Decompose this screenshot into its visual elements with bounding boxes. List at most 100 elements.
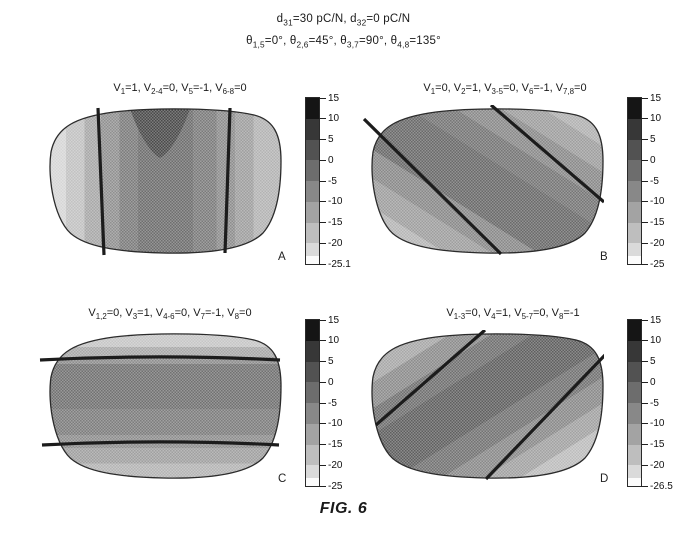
- colorbar-band: [628, 222, 641, 244]
- colorbar-tick: -10: [641, 196, 664, 208]
- tick-label: -15: [328, 217, 343, 228]
- tick-label: 15: [328, 92, 340, 104]
- tick-label: 5: [328, 356, 334, 367]
- tick-label: 0: [328, 154, 334, 166]
- colorbar-band: [628, 255, 641, 264]
- colorbar-tick: -10: [319, 196, 342, 208]
- colorbar-tick: -15: [319, 439, 342, 451]
- lens-outline: [371, 108, 604, 254]
- tick-mark: [319, 139, 326, 140]
- colorbar-tick: -26.5: [641, 480, 673, 492]
- colorbar-tick: -15: [641, 217, 664, 229]
- tick-mark: [319, 464, 326, 466]
- tick-mark: [319, 242, 326, 244]
- colorbar-tick: 5: [319, 134, 334, 146]
- colorbar-band: [306, 181, 319, 202]
- tick-label: -25: [328, 480, 343, 492]
- colorbar-band: [628, 98, 641, 119]
- tick-label: -5: [328, 397, 337, 409]
- colorbar-scale-a: [305, 97, 320, 265]
- plot-title-b: V1=0, V2=1, V3-5=0, V6=-1, V7,8=0: [423, 82, 587, 97]
- tick-mark: [641, 340, 648, 342]
- colorbar-band: [306, 361, 319, 383]
- colorbar-band: [628, 160, 641, 181]
- colorbar-band: [306, 160, 319, 181]
- colorbar-band: [628, 139, 641, 161]
- tick-label: 0: [650, 154, 656, 166]
- colorbar-tick: -10: [319, 418, 342, 430]
- colorbar-band: [628, 382, 641, 403]
- tick-label: -5: [328, 175, 337, 187]
- colorbar-tick: 0: [641, 154, 656, 166]
- tick-label: -5: [650, 397, 659, 409]
- colorbar-tick: 10: [319, 335, 339, 347]
- colorbar-ticks-a: 15 10 5 0 -5 -10 -15 -20 -25.1: [319, 93, 375, 270]
- colorbar-tick: 15: [641, 92, 661, 104]
- tick-mark: [319, 319, 326, 321]
- colorbar-band: [306, 243, 319, 256]
- tick-label: -10: [650, 196, 665, 208]
- plot-panel-c: V1,2=0, V3=1, V4-6=0, V7=-1, V8=0 C: [35, 294, 380, 506]
- tick-label: 5: [650, 134, 656, 145]
- electrode-line-2: [223, 107, 232, 254]
- colorbar-band: [306, 423, 319, 445]
- colorbar-tick: -5: [319, 397, 337, 409]
- tick-mark: [641, 263, 648, 265]
- panel-letter-c: C: [278, 473, 287, 485]
- colorbar-a: 15 10 5 0 -5 -10 -15 -20 -25.1: [305, 93, 377, 270]
- colorbar-tick: -15: [641, 439, 664, 451]
- colorbar-band: [628, 444, 641, 466]
- tick-mark: [641, 361, 648, 362]
- colorbar-tick: 5: [641, 134, 656, 146]
- plot-title-a: V1=1, V2-4=0, V5=-1, V6-8=0: [113, 82, 247, 97]
- tick-label: -15: [328, 439, 343, 450]
- colorbar-tick: -20: [641, 237, 664, 249]
- tick-mark: [319, 118, 326, 120]
- tick-mark: [319, 201, 326, 203]
- colorbar-band: [306, 222, 319, 244]
- colorbar-tick: -10: [641, 418, 664, 430]
- colorbar-tick: 10: [641, 113, 661, 125]
- lens-contour-d: [371, 330, 604, 481]
- colorbar-band: [628, 201, 641, 223]
- plot-panel-d: V1-3=0, V4=1, V5-7=0, V8=-1 D: [357, 294, 687, 506]
- colorbar-tick: -25: [641, 258, 664, 270]
- tick-mark: [319, 381, 326, 383]
- tick-label: 10: [328, 113, 340, 125]
- tick-mark: [319, 263, 326, 265]
- colorbar-band: [306, 403, 319, 424]
- colorbar-tick: 5: [641, 356, 656, 368]
- tick-label: 0: [650, 376, 656, 388]
- tick-label: 0: [328, 376, 334, 388]
- electrode-line-1: [362, 117, 503, 256]
- colorbar-ticks-d: 15 10 5 0 -5 -10 -15 -20 -26.5: [641, 315, 687, 492]
- electrode-line-1: [39, 355, 281, 362]
- colorbar-band: [306, 98, 319, 119]
- colorbar-band: [306, 320, 319, 341]
- plot-title-c: V1,2=0, V3=1, V4-6=0, V7=-1, V8=0: [88, 307, 252, 322]
- tick-mark: [319, 340, 326, 342]
- tick-mark: [641, 159, 648, 161]
- colorbar-d: 15 10 5 0 -5 -10 -15 -20 -26.5: [627, 315, 687, 492]
- tick-label: 15: [328, 314, 340, 326]
- colorbar-tick: 15: [319, 92, 339, 104]
- colorbar-band: [628, 243, 641, 256]
- tick-label: -20: [328, 459, 343, 471]
- colorbar-scale-d: [627, 319, 642, 487]
- tick-mark: [319, 180, 326, 182]
- colorbar-band: [628, 340, 641, 362]
- colorbar-band: [306, 382, 319, 403]
- colorbar-ticks-c: 15 10 5 0 -5 -10 -15 -20 -25: [319, 315, 375, 492]
- lens-outline: [49, 333, 282, 479]
- panel-letter-a: A: [278, 251, 286, 263]
- tick-mark: [319, 222, 326, 223]
- tick-label: -25: [650, 258, 665, 270]
- colorbar-tick: 0: [319, 376, 334, 388]
- tick-label: -5: [650, 175, 659, 187]
- colorbar-band: [628, 403, 641, 424]
- tick-label: -10: [328, 196, 343, 208]
- colorbar-tick: 10: [319, 113, 339, 125]
- colorbar-tick: -20: [641, 459, 664, 471]
- tick-mark: [319, 423, 326, 425]
- tick-mark: [641, 242, 648, 244]
